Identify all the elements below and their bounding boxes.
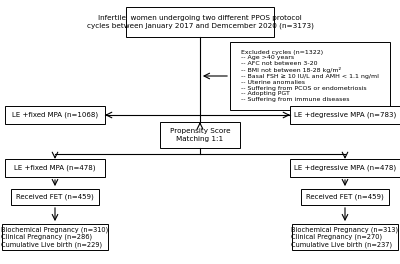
Text: Biochemical Pregnancy (n=313)
Clinical Pregnancy (n=270)
Cumulative Live birth (: Biochemical Pregnancy (n=313) Clinical P… bbox=[292, 226, 398, 248]
Text: LE +fixed MPA (n=1068): LE +fixed MPA (n=1068) bbox=[12, 112, 98, 118]
FancyBboxPatch shape bbox=[160, 122, 240, 148]
FancyBboxPatch shape bbox=[301, 189, 389, 205]
Text: LE +degressive MPA (n=478): LE +degressive MPA (n=478) bbox=[294, 165, 396, 171]
Text: Received FET (n=459): Received FET (n=459) bbox=[306, 194, 384, 200]
FancyBboxPatch shape bbox=[290, 106, 400, 124]
Text: Biochemical Pregnancy (n=310)
Clinical Pregnancy (n=286)
Cumulative Live birth (: Biochemical Pregnancy (n=310) Clinical P… bbox=[1, 226, 109, 248]
Text: LE +fixed MPA (n=478): LE +fixed MPA (n=478) bbox=[14, 165, 96, 171]
Text: Excluded cycles (n=1322)
-- Age >40 years
-- AFC not between 3-20
-- BMI not bet: Excluded cycles (n=1322) -- Age >40 year… bbox=[241, 50, 379, 102]
FancyBboxPatch shape bbox=[5, 159, 105, 177]
FancyBboxPatch shape bbox=[11, 189, 99, 205]
FancyBboxPatch shape bbox=[290, 159, 400, 177]
FancyBboxPatch shape bbox=[230, 42, 390, 110]
Text: Received FET (n=459): Received FET (n=459) bbox=[16, 194, 94, 200]
FancyBboxPatch shape bbox=[126, 7, 274, 37]
Text: LE +degressive MPA (n=783): LE +degressive MPA (n=783) bbox=[294, 112, 396, 118]
FancyBboxPatch shape bbox=[5, 106, 105, 124]
FancyBboxPatch shape bbox=[292, 224, 398, 250]
Text: Infertile  women undergoing two different PPOS protocol
cycles between January 2: Infertile women undergoing two different… bbox=[86, 15, 314, 29]
Text: Propensity Score
Matching 1:1: Propensity Score Matching 1:1 bbox=[170, 129, 230, 142]
FancyBboxPatch shape bbox=[2, 224, 108, 250]
